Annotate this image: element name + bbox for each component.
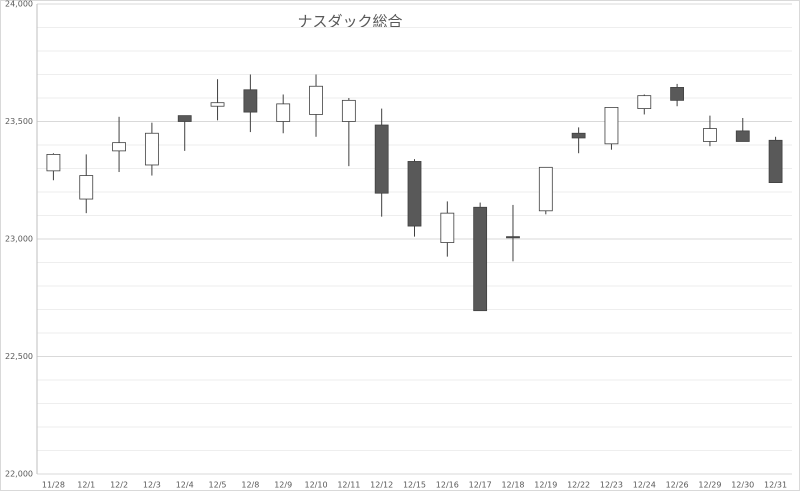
x-tick-label: 12/24	[633, 481, 656, 490]
candle-body	[243, 89, 258, 113]
x-tick-label: 12/10	[304, 481, 327, 490]
x-tick-label: 12/22	[567, 481, 590, 490]
candle-body	[79, 175, 94, 200]
y-tick-label: 24,000	[5, 0, 33, 9]
candle-body	[604, 107, 619, 145]
x-tick-label: 12/9	[274, 481, 292, 490]
candle-body	[538, 166, 553, 212]
x-tick-label: 12/11	[337, 481, 360, 490]
candle-body	[407, 161, 422, 227]
x-tick-label: 12/12	[370, 481, 393, 490]
candle-body	[735, 130, 750, 142]
x-tick-label: 12/4	[176, 481, 194, 490]
x-tick-label: 12/19	[534, 481, 557, 490]
candle-body	[374, 124, 389, 194]
candle-body	[309, 85, 323, 115]
x-tick-label: 12/5	[209, 481, 227, 490]
candle-body	[703, 128, 717, 142]
x-tick-label: 11/28	[42, 481, 65, 490]
candle-body	[177, 115, 192, 122]
candle-body	[112, 142, 126, 152]
x-tick-label: 12/31	[764, 481, 787, 490]
candle-body	[46, 153, 61, 172]
x-tick-label: 12/2	[110, 481, 128, 490]
candle-body	[768, 139, 783, 184]
chart-title: ナスダック総合	[297, 13, 402, 31]
y-tick-label: 23,000	[5, 235, 33, 244]
x-tick-label: 12/3	[143, 481, 161, 490]
x-tick-label: 12/23	[600, 481, 623, 490]
candle-body	[440, 212, 455, 243]
candle-body	[506, 236, 520, 239]
candle-body	[670, 87, 685, 101]
candle-body	[637, 95, 652, 109]
candle-body	[276, 103, 291, 122]
candle-body	[210, 102, 225, 107]
candle-body	[571, 132, 586, 139]
x-tick-label: 12/15	[403, 481, 426, 490]
candle-body	[473, 206, 488, 312]
x-tick-label: 12/16	[436, 481, 459, 490]
x-tick-label: 12/29	[698, 481, 721, 490]
x-tick-label: 12/30	[731, 481, 754, 490]
x-tick-label: 12/8	[241, 481, 259, 490]
x-tick-label: 12/1	[77, 481, 95, 490]
y-tick-label: 22,000	[5, 470, 33, 479]
y-tick-label: 23,500	[5, 117, 33, 126]
candle-body	[144, 132, 159, 166]
y-tick-label: 22,500	[5, 352, 33, 361]
x-tick-label: 12/26	[666, 481, 689, 490]
candle-body	[341, 99, 356, 122]
x-tick-label: 12/17	[469, 481, 492, 490]
x-tick-label: 12/18	[501, 481, 524, 490]
